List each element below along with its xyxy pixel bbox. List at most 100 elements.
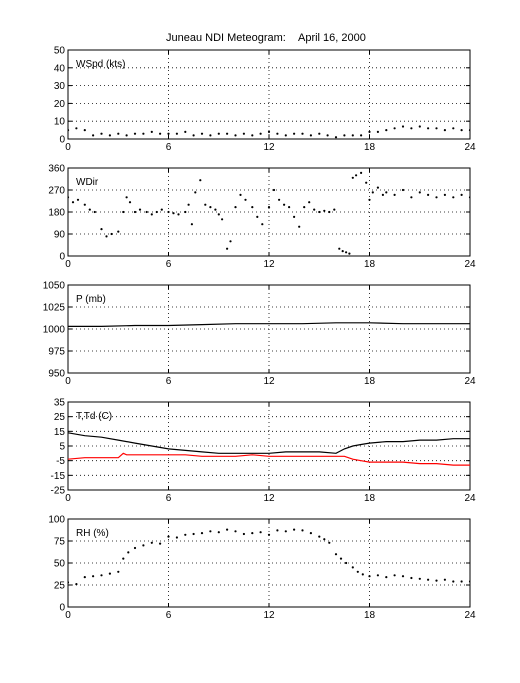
- data-point: [234, 134, 237, 137]
- data-point: [272, 188, 276, 192]
- data-point: [75, 127, 78, 130]
- data-point: [242, 132, 245, 135]
- panel-label: WDir: [76, 177, 99, 188]
- data-point: [360, 134, 363, 137]
- y-tick-label: 0: [59, 135, 65, 146]
- y-tick-label: 100: [48, 515, 65, 526]
- data-point: [251, 532, 254, 535]
- y-tick-label: 75: [54, 537, 66, 548]
- data-point: [468, 129, 470, 132]
- data-point: [334, 136, 338, 139]
- data-point: [418, 125, 421, 128]
- data-point: [468, 196, 470, 199]
- data-point: [435, 196, 438, 199]
- panel-1: 0 6 12 18 24 0 10 20 30 40 50 WSpd (kts): [54, 46, 476, 154]
- x-tick-label: 12: [263, 142, 275, 153]
- data-point: [368, 130, 371, 133]
- data-point: [226, 528, 229, 531]
- data-point: [368, 198, 371, 201]
- data-point: [209, 206, 212, 209]
- data-point: [328, 210, 331, 214]
- data-point: [125, 196, 128, 199]
- data-point: [427, 193, 430, 196]
- data-point: [251, 206, 254, 209]
- data-point: [92, 575, 95, 578]
- data-point: [393, 127, 396, 130]
- data-point: [155, 210, 158, 214]
- data-point: [410, 576, 413, 580]
- data-point: [177, 213, 180, 216]
- x-tick-label: 24: [464, 376, 476, 387]
- data-point: [443, 129, 446, 132]
- data-point: [393, 574, 396, 577]
- series-line-2: [68, 452, 470, 466]
- data-point: [443, 578, 446, 581]
- data-point: [133, 210, 137, 214]
- data-point: [83, 203, 86, 206]
- data-point: [452, 196, 455, 199]
- x-tick-label: 12: [263, 259, 275, 270]
- data-point: [128, 201, 132, 204]
- data-point: [184, 130, 187, 133]
- data-point: [261, 223, 264, 226]
- title-station: Juneau NDI Meteogram:: [166, 32, 286, 44]
- y-tick-label: 25: [54, 412, 66, 423]
- data-point: [371, 191, 374, 194]
- data-point: [88, 208, 91, 211]
- data-point: [122, 210, 125, 214]
- data-point: [159, 132, 162, 135]
- panel-label: WSpd (kts): [76, 59, 125, 70]
- data-point: [376, 186, 379, 189]
- data-point: [192, 134, 195, 137]
- data-point: [376, 130, 379, 133]
- data-point: [355, 174, 358, 177]
- data-point: [150, 541, 153, 544]
- data-point: [288, 206, 291, 209]
- x-tick-label: 0: [65, 259, 71, 270]
- y-tick-label: 360: [48, 164, 65, 175]
- y-tick-label: 5: [59, 442, 65, 453]
- data-point: [234, 206, 237, 209]
- panel-5: 0 6 12 18 24 0 25 50 75 100 RH (%): [48, 515, 476, 622]
- data-point: [142, 544, 145, 547]
- data-point: [167, 132, 170, 135]
- data-point: [100, 574, 103, 577]
- x-tick-label: 24: [464, 259, 476, 270]
- data-point: [318, 535, 321, 538]
- y-tick-label: 90: [54, 230, 66, 241]
- data-point: [200, 532, 204, 535]
- data-point: [217, 531, 220, 534]
- chart-title: Juneau NDI Meteogram: April 16, 2000: [0, 32, 520, 48]
- series-line-1: [68, 432, 470, 454]
- data-point: [410, 127, 413, 130]
- data-point: [348, 252, 351, 255]
- data-point: [127, 551, 130, 554]
- x-tick-label: 0: [65, 493, 71, 504]
- data-point: [125, 134, 128, 137]
- data-point: [175, 536, 178, 539]
- data-point: [401, 575, 405, 578]
- data-point: [351, 176, 354, 179]
- data-point: [226, 247, 229, 250]
- data-point: [385, 129, 388, 132]
- x-tick-label: 0: [65, 610, 71, 621]
- panel-2: 0 6 12 18 24 0 90 180 270 360 WDir: [48, 164, 476, 271]
- data-point: [167, 210, 170, 214]
- x-tick-label: 6: [166, 259, 172, 270]
- data-point: [100, 228, 103, 231]
- data-point: [460, 193, 463, 196]
- data-point: [259, 132, 262, 135]
- data-point: [368, 575, 371, 578]
- data-point: [443, 193, 446, 196]
- data-point: [190, 223, 193, 226]
- data-point: [110, 232, 113, 236]
- data-point: [356, 570, 359, 573]
- data-point: [401, 125, 405, 128]
- data-point: [259, 531, 262, 534]
- data-point: [75, 583, 78, 586]
- x-tick-label: 0: [65, 142, 71, 153]
- data-point: [209, 134, 212, 137]
- data-point: [418, 577, 421, 580]
- data-point: [200, 132, 204, 135]
- data-point: [385, 191, 388, 194]
